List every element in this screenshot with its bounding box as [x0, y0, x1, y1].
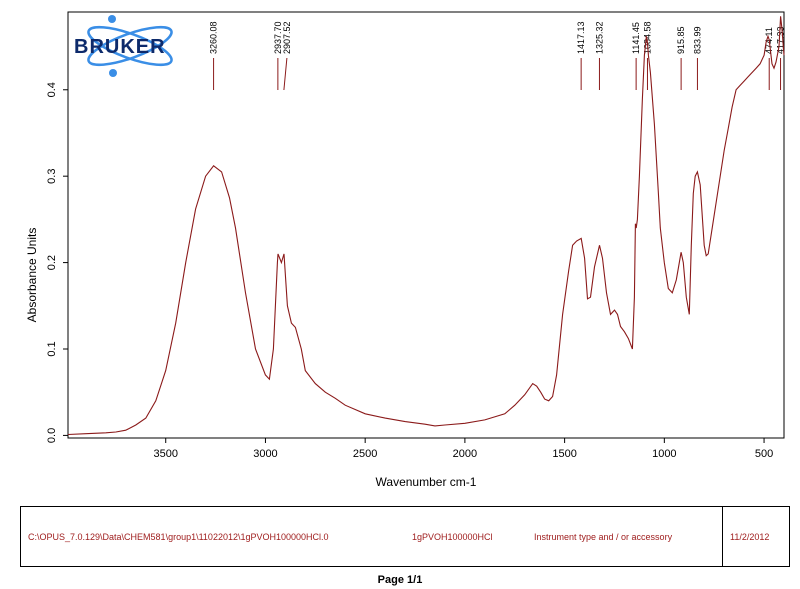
peak-label: 3260.08	[209, 21, 219, 54]
peak-markers: 3260.08 2937.70 2907.52 1417.13 1325.32 1141.…	[209, 21, 786, 91]
x-tick-label: 500	[755, 448, 773, 460]
x-tick-label: 2000	[453, 448, 477, 460]
y-tick-label: 0.1	[46, 341, 58, 356]
page-number: Page 1/1	[377, 574, 423, 586]
logo-electron-1	[108, 15, 116, 23]
y-tick-label: 0.0	[46, 428, 58, 443]
peak-label: 833.99	[692, 26, 702, 54]
logo-orbit-2	[87, 25, 173, 67]
footer-instrument: Instrument type and / or accessory	[534, 531, 673, 542]
peak-label: 1141.45	[631, 22, 641, 54]
bruker-logo: BRUKER	[74, 15, 173, 77]
report-footer: C:\OPUS_7.0.129\Data\CHEM581\group1\1102…	[20, 506, 790, 567]
peak-label: 2937.70	[273, 21, 283, 54]
axes: 3500 3000 2500 2000 1500 1000 500 0.0 0.1 0.2 0.3 0…	[46, 82, 773, 460]
peak-label: 2907.52	[282, 21, 292, 54]
x-tick-label: 3500	[153, 448, 177, 460]
peak-label: 915.85	[676, 26, 686, 54]
y-tick-label: 0.3	[46, 169, 58, 184]
logo-orbit-1	[87, 25, 173, 67]
peak-marker	[283, 57, 288, 91]
brand-name: BRUKER	[74, 36, 166, 58]
peak-label: 1325.32	[594, 21, 604, 54]
logo-electron-2	[109, 69, 117, 77]
footer-file-path: C:\OPUS_7.0.129\Data\CHEM581\group1\1102…	[28, 531, 329, 542]
y-tick-label: 0.2	[46, 255, 58, 270]
footer-divider	[722, 507, 723, 566]
plot-frame	[67, 11, 785, 439]
absorbance-spectrum-line	[67, 16, 785, 436]
x-tick-label: 2500	[353, 448, 377, 460]
peak-label: 417.33	[776, 26, 786, 54]
peak-label: 1084.58	[642, 21, 652, 54]
y-tick-label: 0.4	[46, 82, 58, 97]
x-axis-label: Wavenumber cm-1	[376, 475, 477, 489]
x-tick-label: 1000	[652, 448, 676, 460]
x-tick-label: 3000	[253, 448, 277, 460]
x-tick-label: 1500	[552, 448, 576, 460]
spectrum-chart: BRUKER 3500 3000 2500 2000 1500 1000 500 0.0 0.1…	[25, 11, 786, 489]
y-axis-label: Absorbance Units	[25, 228, 39, 323]
footer-sample-name: 1gPVOH100000HCl	[412, 531, 493, 542]
footer-date: 11/2/2012	[730, 531, 770, 542]
peak-label: 1417.13	[576, 21, 586, 54]
